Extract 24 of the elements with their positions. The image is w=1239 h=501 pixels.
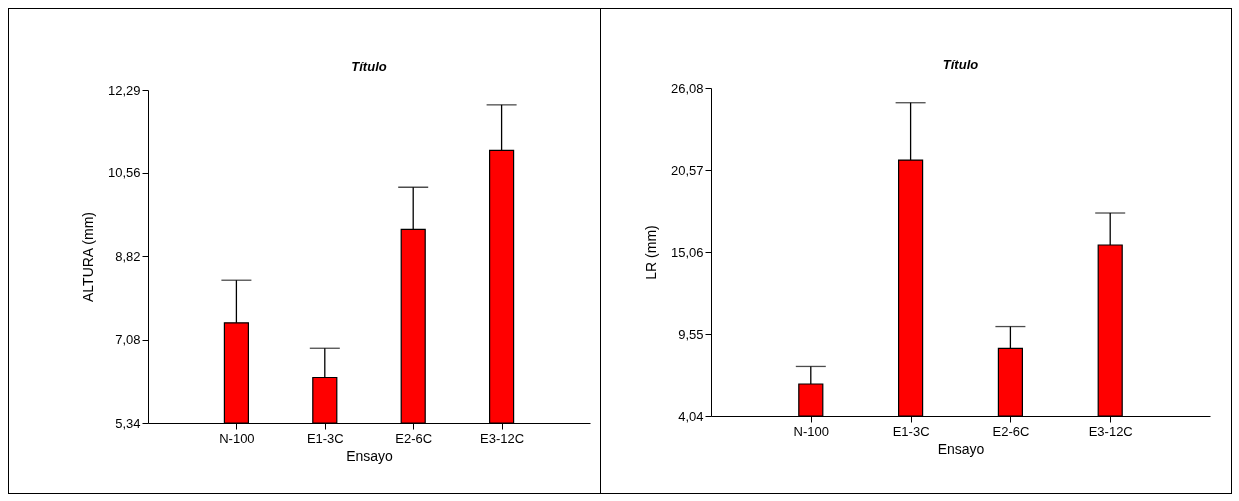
x-tick-label: E1-3C <box>892 423 930 439</box>
y-tick-label: 4,04 <box>678 408 704 424</box>
x-axis-title: Ensayo <box>346 447 394 464</box>
y-axis-title: LR (mm) <box>642 225 659 280</box>
y-tick-label: 10,56 <box>107 165 141 181</box>
y-tick-label: 7,08 <box>115 332 141 348</box>
x-axis-title: Ensayo <box>937 440 985 457</box>
chart-title: Título <box>942 57 979 72</box>
y-tick-label: 15,06 <box>670 244 704 260</box>
x-tick-label: E3-12C <box>1088 423 1133 439</box>
y-tick-label: 26,08 <box>670 80 704 96</box>
x-tick-label: E2-6C <box>992 423 1030 439</box>
y-tick-label: 12,29 <box>107 82 141 98</box>
y-tick-label: 5,34 <box>115 415 141 431</box>
y-tick-label: 8,82 <box>115 248 141 264</box>
y-tick-label: 20,57 <box>670 162 704 178</box>
x-tick-label: E1-3C <box>306 430 344 446</box>
x-tick-label: E3-12C <box>480 430 525 446</box>
x-tick-label: N-100 <box>219 430 255 446</box>
chart-title: Título <box>351 59 387 74</box>
x-tick-label: E2-6C <box>395 430 433 446</box>
y-axis-title: ALTURA (mm) <box>79 212 96 302</box>
x-tick-label: N-100 <box>793 423 830 439</box>
y-tick-label: 9,55 <box>678 326 704 342</box>
